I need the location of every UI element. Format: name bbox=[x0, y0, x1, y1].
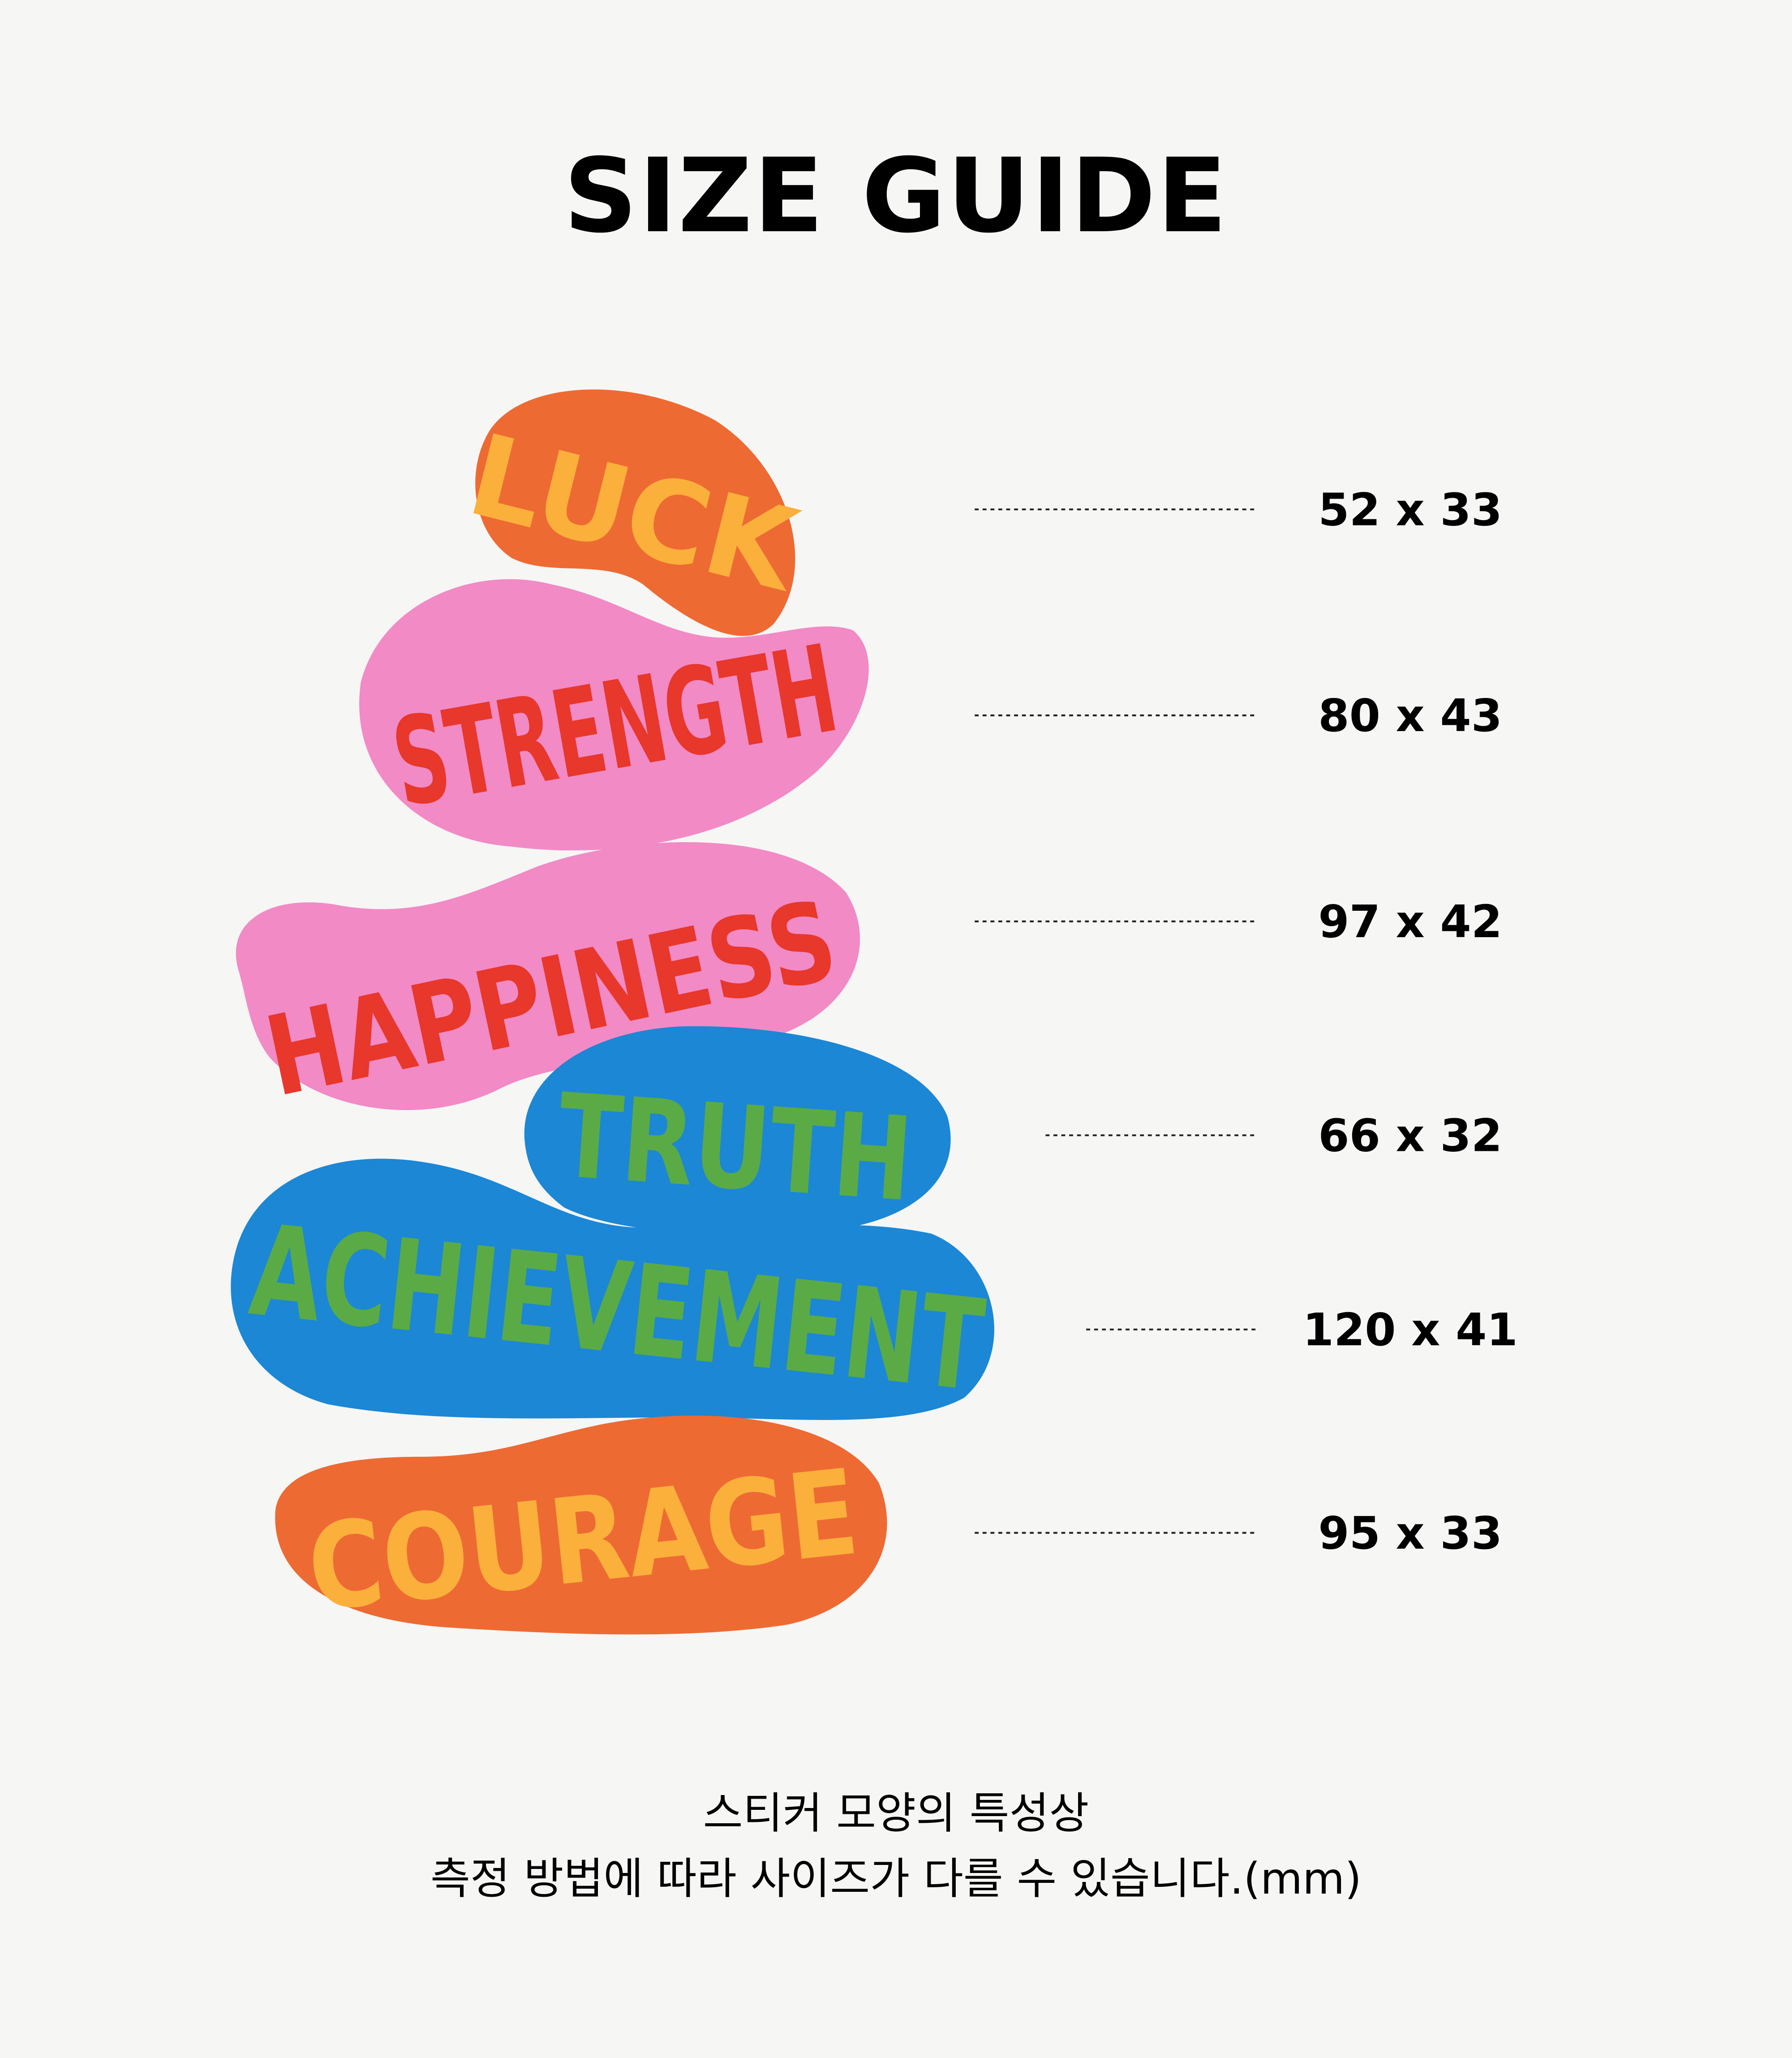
size-row-courage: 95 x 33 bbox=[975, 1508, 1502, 1559]
sticker-courage: COURAGE bbox=[275, 1415, 887, 1638]
size-label: 52 x 33 bbox=[1318, 484, 1502, 536]
size-row-achievement: 120 x 41 bbox=[1086, 1305, 1518, 1356]
size-row-strength: 80 x 43 bbox=[975, 690, 1502, 742]
sticker-strength: STRENGTH bbox=[359, 579, 869, 851]
size-label: 97 x 42 bbox=[1318, 896, 1502, 948]
size-label: 66 x 32 bbox=[1318, 1110, 1502, 1162]
page-title: SIZE GUIDE bbox=[564, 136, 1229, 255]
sticker-achievement: ACHIEVEMENT bbox=[231, 1158, 994, 1420]
size-label: 95 x 33 bbox=[1318, 1508, 1502, 1559]
size-label: 120 x 41 bbox=[1303, 1305, 1518, 1356]
size-row-truth: 66 x 32 bbox=[1045, 1110, 1502, 1162]
note-line-1: 스티커 모양의 특성상 bbox=[703, 1788, 1089, 1838]
sticker-word: TRUTH bbox=[554, 1068, 916, 1227]
size-label: 80 x 43 bbox=[1318, 690, 1502, 742]
size-row-luck: 52 x 33 bbox=[975, 484, 1502, 536]
note-line-2: 측정 방법에 따라 사이즈가 다를 수 있습니다.(mm) bbox=[430, 1853, 1362, 1904]
sticker-truth: TRUTH bbox=[524, 1026, 951, 1235]
size-row-happiness: 97 x 42 bbox=[975, 896, 1502, 948]
